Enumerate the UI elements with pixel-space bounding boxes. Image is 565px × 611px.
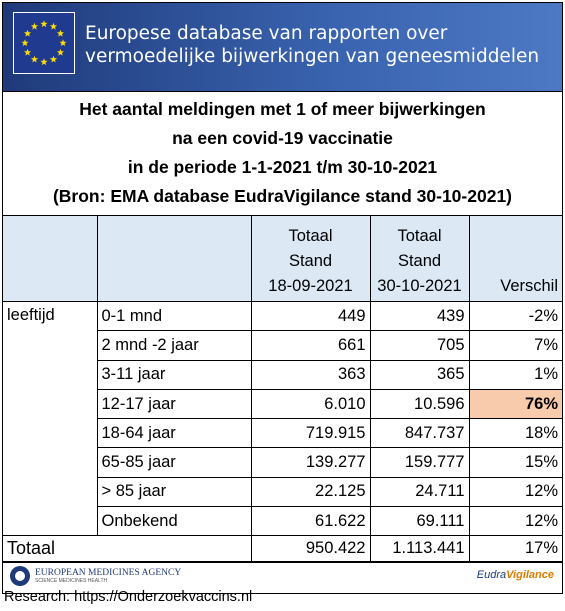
cell: 705 (369, 330, 470, 361)
cell: 22.125 (250, 476, 371, 508)
cell: -2% (468, 300, 562, 332)
ema-logo: EUROPEAN MEDICINES AGENCY SCIENCE MEDICI… (9, 565, 181, 587)
data-row: 65-85 jaar 139.277 159.777 15% (3, 447, 562, 478)
ema-text: EUROPEAN MEDICINES AGENCY SCIENCE MEDICI… (35, 568, 181, 584)
header-cell: Totaal Stand 18-09-2021 (250, 216, 371, 302)
star (40, 58, 48, 66)
star (56, 29, 65, 37)
cell: 449 (250, 300, 371, 332)
total-cell: 1.113.441 (369, 535, 470, 563)
data-row: 18-64 jaar 719.915 847.737 18% (3, 418, 562, 449)
data-row: 3-11 jaar 363 365 1% (3, 359, 562, 390)
cell: 1% (468, 359, 562, 390)
data-row: 12-17 jaar 6.010 10.596 76% (3, 388, 562, 420)
ema-tagline: SCIENCE MEDICINES HEALTH (35, 578, 108, 585)
total-row: Totaal 950.422 1.113.441 17% (3, 535, 562, 563)
star (30, 55, 39, 63)
cell: 719.915 (250, 418, 371, 449)
cell: 18% (468, 418, 562, 449)
header-row: Totaal Stand 18-09-2021 Totaal Stand 30-10-2… (3, 216, 562, 302)
cell: 61.622 (250, 506, 371, 537)
ema-name: EUROPEAN MEDICINES AGENCY (35, 568, 182, 579)
total-cell: 17% (468, 535, 562, 563)
emblem-center (15, 571, 25, 582)
row-label: 18-64 jaar (97, 418, 252, 449)
star (56, 48, 65, 56)
table-body: Totaal Stand 18-09-2021 Totaal Stand 30-10-2… (3, 216, 562, 563)
title-line: in de periode 1-1-2021 t/m 30-10-2021 (127, 157, 438, 177)
cell: 24.711 (369, 476, 470, 508)
star (23, 48, 32, 56)
row-label: 3-11 jaar (97, 359, 252, 390)
cell: 7% (468, 330, 562, 361)
star (49, 22, 58, 30)
data-row: Onbekend 61.622 69.111 12% (3, 506, 562, 537)
banner-line: vermoedelijke bijwerkingen van geneesmid… (85, 46, 540, 67)
cell: 10.596 (369, 388, 470, 420)
banner: Europese database van rapporten over ver… (3, 3, 562, 92)
cell: 439 (369, 300, 470, 332)
cell: 6.010 (250, 388, 371, 420)
title: Het aantal meldingen met 1 of meer bijwe… (3, 95, 562, 216)
total-label: Totaal (3, 535, 252, 563)
cell: 69.111 (369, 506, 470, 537)
data-row: 2 mnd -2 jaar 661 705 7% (3, 330, 562, 361)
star (59, 39, 67, 47)
header-line: Totaal (397, 227, 442, 245)
row-label: 0-1 mnd (96, 300, 252, 332)
row-label: 2 mnd -2 jaar (97, 330, 252, 361)
star (23, 29, 32, 37)
header-line: Stand (288, 252, 333, 270)
data-table: Totaal Stand 18-09-2021 Totaal Stand 30-10-2… (3, 216, 562, 563)
header-cell (3, 216, 98, 302)
cell: 76% (468, 388, 562, 420)
cell: 661 (250, 330, 371, 361)
data-row: > 85 jaar 22.125 24.711 12% (3, 476, 562, 508)
cell: 12% (468, 506, 562, 537)
header-cell (96, 216, 252, 302)
header-cell: Totaal Stand 30-10-2021 (369, 216, 470, 302)
cell: 15% (468, 447, 562, 478)
star (40, 20, 48, 28)
cell: 12% (468, 476, 562, 508)
title-line: na een covid-19 vaccinatie (172, 128, 393, 148)
banner-line: Europese database van rapporten over (85, 23, 448, 44)
header-line: Totaal (288, 227, 333, 245)
title-line: (Bron: EMA database EudraVigilance stand… (52, 186, 513, 206)
cell: 363 (250, 359, 371, 390)
eudra-text: Eudra (476, 569, 507, 582)
cell: 139.277 (250, 447, 371, 478)
row-label: Onbekend (97, 506, 252, 537)
stars (21, 20, 67, 66)
group-label: leeftijd (3, 300, 98, 537)
header-cell: Verschil (468, 216, 562, 302)
ema-emblem (10, 566, 30, 587)
eu-flag (13, 12, 75, 74)
total-cell: 950.422 (250, 535, 371, 563)
row-label: 12-17 jaar (97, 388, 252, 420)
star (30, 22, 39, 30)
star (21, 39, 29, 47)
header-line: Stand (397, 252, 442, 270)
title-line: Het aantal meldingen met 1 of meer bijwe… (79, 99, 486, 119)
header-line: Verschil (500, 277, 558, 295)
data-row: leeftijd 0-1 mnd 449 439 -2% (3, 300, 562, 537)
logo-bar: EUROPEAN MEDICINES AGENCY SCIENCE MEDICI… (3, 562, 562, 593)
eudravigilance-logo: EudraVigilance (477, 569, 554, 581)
document: Europese database van rapporten over ver… (2, 2, 563, 595)
header-line: 18-09-2021 (268, 277, 353, 295)
cell: 159.777 (369, 447, 470, 478)
research-link: Research: https://Onderzoekvaccins.nl (4, 589, 253, 605)
row-label: > 85 jaar (97, 476, 252, 508)
star (49, 55, 58, 63)
header-line: 30-10-2021 (377, 277, 462, 295)
cell: 365 (369, 359, 470, 390)
cell: 847.737 (369, 418, 470, 449)
row-label: 65-85 jaar (97, 447, 252, 478)
vigilance-text: Vigilance (506, 569, 554, 582)
